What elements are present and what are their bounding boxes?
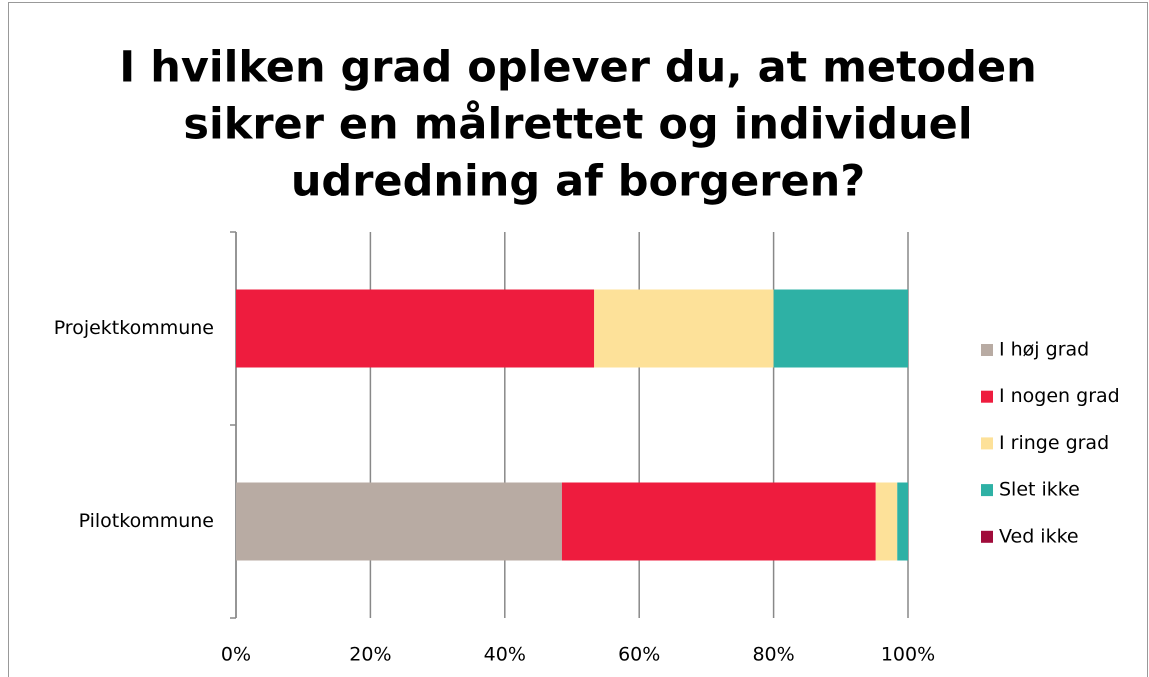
legend-label: Slet ikke bbox=[999, 479, 1080, 501]
bar-segment bbox=[897, 482, 908, 561]
bar-segment bbox=[236, 289, 595, 368]
bar-segment bbox=[773, 289, 908, 368]
legend-swatch bbox=[981, 344, 993, 356]
bar-segment bbox=[594, 289, 774, 368]
chart-border bbox=[8, 2, 1148, 677]
x-tick-label: 100% bbox=[881, 644, 935, 666]
chart-title: sikrer en målrettet og individuel bbox=[183, 100, 972, 150]
legend-label: Ved ikke bbox=[999, 525, 1079, 547]
legend-label: I ringe grad bbox=[999, 432, 1109, 454]
legend-label: I nogen grad bbox=[999, 385, 1120, 407]
x-tick-label: 0% bbox=[221, 644, 251, 666]
x-tick-label: 60% bbox=[618, 644, 660, 666]
bar-segment bbox=[875, 482, 898, 561]
legend-swatch bbox=[981, 390, 993, 403]
y-tick-label: Projektkommune bbox=[54, 317, 214, 339]
y-tick-label: Pilotkommune bbox=[79, 510, 214, 532]
legend-label: I høj grad bbox=[999, 339, 1089, 361]
legend-swatch bbox=[981, 484, 993, 497]
x-tick-label: 80% bbox=[752, 644, 794, 666]
bar-segment bbox=[561, 482, 876, 561]
chart-title: I hvilken grad oplever du, at metoden bbox=[119, 43, 1037, 93]
bar-segment bbox=[236, 482, 562, 561]
legend-swatch bbox=[981, 437, 993, 450]
legend-swatch bbox=[981, 530, 993, 543]
x-tick-label: 40% bbox=[484, 644, 526, 666]
x-tick-label: 20% bbox=[349, 644, 391, 666]
chart-title: udredning af borgeren? bbox=[291, 157, 865, 207]
